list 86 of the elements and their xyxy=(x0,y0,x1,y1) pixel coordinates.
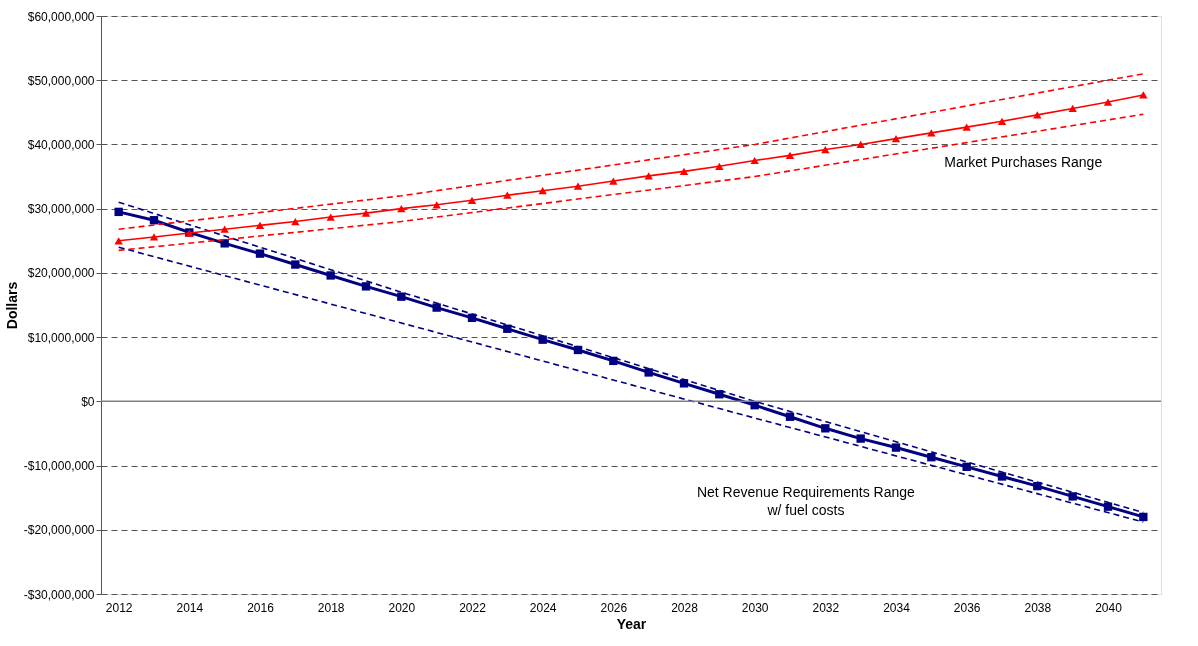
point xyxy=(114,207,123,217)
x-tick-label: 2014 xyxy=(176,600,204,615)
point xyxy=(255,249,265,258)
point xyxy=(856,434,865,443)
x-tick-label: 2032 xyxy=(812,600,840,615)
y-tick-label: -$20,000,000 xyxy=(23,523,95,538)
x-tick-label: 2036 xyxy=(953,600,981,615)
point xyxy=(361,209,371,217)
point xyxy=(361,282,371,291)
point xyxy=(114,237,123,245)
point xyxy=(644,368,653,377)
point xyxy=(856,140,865,149)
point xyxy=(715,390,724,399)
y-tick-label: $20,000,000 xyxy=(27,266,95,281)
point xyxy=(326,271,335,280)
point xyxy=(326,213,335,221)
point xyxy=(503,324,512,333)
x-tick-label: 2016 xyxy=(247,600,275,615)
point xyxy=(467,196,477,204)
point xyxy=(891,443,901,452)
point xyxy=(1068,492,1077,501)
point xyxy=(962,123,971,131)
point xyxy=(927,129,936,137)
point xyxy=(1068,104,1077,113)
x-tick-label: 2038 xyxy=(1024,600,1052,615)
point xyxy=(644,172,653,180)
x-tick-label: 2024 xyxy=(529,600,557,615)
y-tick-label: $0 xyxy=(81,394,95,409)
y-tick-label: $50,000,000 xyxy=(27,73,95,88)
x-tick-label: 2040 xyxy=(1095,600,1123,615)
point xyxy=(1033,481,1042,491)
point xyxy=(149,233,159,241)
point xyxy=(750,156,759,165)
point xyxy=(679,379,689,388)
y-axis-title: Dollars xyxy=(3,281,20,330)
point xyxy=(997,472,1007,481)
point xyxy=(432,303,441,312)
point xyxy=(609,177,618,185)
y-tick-label: $40,000,000 xyxy=(27,137,95,152)
y-tick-label: -$30,000,000 xyxy=(23,587,95,602)
point xyxy=(997,117,1007,125)
point xyxy=(891,135,901,143)
point xyxy=(1103,502,1113,511)
line-series xyxy=(117,73,1145,231)
point xyxy=(220,239,229,248)
x-tick-label: 2034 xyxy=(883,600,911,615)
annotation: Market Purchases Range xyxy=(944,154,1103,171)
point xyxy=(821,424,830,433)
point xyxy=(927,453,936,462)
y-tick-label: $10,000,000 xyxy=(27,330,95,345)
point xyxy=(397,292,406,301)
point xyxy=(220,225,229,233)
point xyxy=(1103,98,1113,106)
y-tick-label: $30,000,000 xyxy=(27,202,95,217)
point xyxy=(962,462,971,472)
point xyxy=(679,167,689,176)
point xyxy=(538,335,547,344)
point xyxy=(821,145,830,154)
point xyxy=(1033,111,1042,119)
point xyxy=(397,205,406,213)
x-tick-label: 2026 xyxy=(600,600,628,615)
point xyxy=(432,201,441,209)
point xyxy=(609,356,618,366)
point xyxy=(291,260,300,269)
x-tick-label: 2028 xyxy=(671,600,699,615)
line-series xyxy=(117,113,1145,252)
y-tick-label: -$10,000,000 xyxy=(23,459,95,474)
x-tick-label: 2022 xyxy=(459,600,487,615)
x-axis-title: Year xyxy=(616,615,647,632)
point xyxy=(255,221,265,229)
point xyxy=(573,182,583,190)
annotation: Net Revenue Requirements Range w/ fuel costs xyxy=(696,483,916,518)
point xyxy=(538,187,547,195)
x-tick-label: 2020 xyxy=(388,600,416,615)
point xyxy=(1139,91,1148,99)
x-tick-label: 2012 xyxy=(105,600,133,615)
y-tick-label: $60,000,000 xyxy=(27,9,95,24)
point xyxy=(149,216,159,225)
point xyxy=(785,412,795,421)
x-tick-label: 2030 xyxy=(741,600,769,615)
point xyxy=(785,151,795,159)
point xyxy=(291,217,300,226)
point xyxy=(1139,512,1148,522)
x-tick-label: 2018 xyxy=(317,600,345,615)
point xyxy=(503,191,512,199)
point xyxy=(715,162,724,170)
